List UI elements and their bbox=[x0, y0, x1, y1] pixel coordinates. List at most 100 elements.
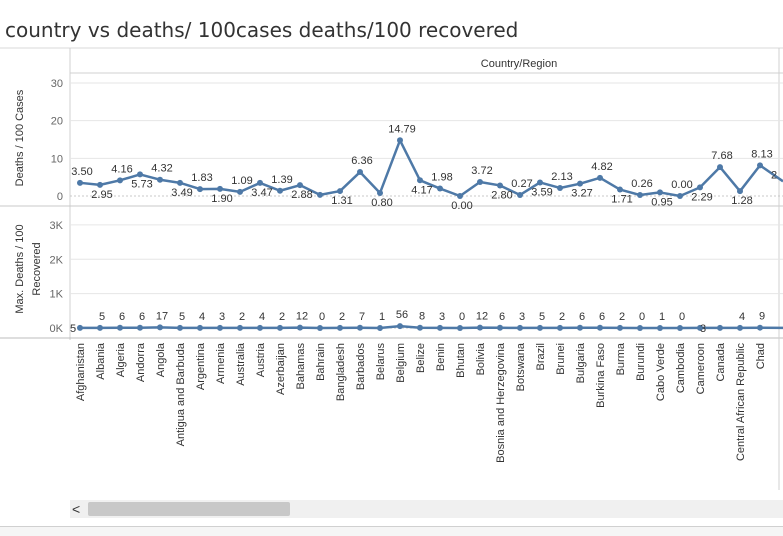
deaths-per-100-cases-point bbox=[297, 182, 303, 188]
deaths-per-100-recovered-point bbox=[617, 325, 623, 331]
data-label: 4.17 bbox=[411, 184, 432, 196]
deaths-per-100-cases-point bbox=[617, 187, 623, 193]
deaths-per-100-recovered-point bbox=[397, 323, 403, 329]
data-label: 1.90 bbox=[211, 193, 232, 205]
deaths-per-100-cases-point bbox=[317, 192, 323, 198]
data-label: 3.59 bbox=[531, 186, 552, 198]
deaths-per-100-recovered-point bbox=[257, 325, 263, 331]
data-label: 6 bbox=[119, 311, 125, 323]
column-header-label: Country/Region bbox=[481, 58, 557, 70]
country-tick-label: Belize bbox=[415, 343, 427, 373]
deaths-per-100-recovered-point bbox=[517, 325, 523, 331]
deaths-per-100-recovered-point bbox=[197, 325, 203, 331]
deaths-per-100-cases-point bbox=[377, 190, 383, 196]
country-tick-label: Azerbaijan bbox=[275, 343, 287, 395]
deaths-per-100-recovered-point bbox=[477, 325, 483, 331]
data-label: 3 bbox=[519, 311, 525, 323]
data-label: 0 bbox=[679, 311, 685, 323]
deaths-per-100-cases-point bbox=[737, 188, 743, 194]
bottom-y-tick-label: 0K bbox=[50, 323, 64, 335]
deaths-per-100-recovered-point bbox=[97, 325, 103, 331]
deaths-per-100-cases-point bbox=[697, 184, 703, 190]
data-label: 0.80 bbox=[371, 197, 392, 209]
deaths-per-100-recovered-point bbox=[217, 325, 223, 331]
data-label-partial: 2 bbox=[771, 169, 777, 181]
deaths-per-100-cases-point bbox=[637, 192, 643, 198]
top-y-tick-label: 30 bbox=[51, 78, 63, 90]
data-label: 4 bbox=[199, 311, 205, 323]
deaths-per-100-recovered-point bbox=[377, 325, 383, 331]
deaths-per-100-cases-point bbox=[157, 177, 163, 183]
deaths-per-100-cases-point bbox=[677, 193, 683, 199]
deaths-per-100-recovered-point bbox=[597, 325, 603, 331]
country-tick-label: Benin bbox=[435, 343, 447, 371]
country-tick-label: Burkina Faso bbox=[595, 343, 607, 408]
data-label: 1.28 bbox=[731, 195, 752, 207]
data-label: 5.73 bbox=[131, 178, 152, 190]
data-label: 1 bbox=[659, 311, 665, 323]
deaths-per-100-recovered-point bbox=[277, 325, 283, 331]
deaths-per-100-recovered-point bbox=[577, 325, 583, 331]
scrollbar-thumb[interactable] bbox=[88, 502, 290, 516]
data-label: 6.36 bbox=[351, 155, 372, 167]
deaths-per-100-cases-point bbox=[117, 177, 123, 183]
deaths-per-100-recovered-point bbox=[677, 325, 683, 331]
deaths-per-100-cases-point bbox=[557, 185, 563, 191]
data-label: 2.95 bbox=[91, 189, 112, 201]
data-label: 0.00 bbox=[671, 179, 692, 191]
data-label: 5 bbox=[179, 311, 185, 323]
data-label: 12 bbox=[296, 311, 308, 323]
data-label: 1.31 bbox=[331, 195, 352, 207]
deaths-per-100-cases-point bbox=[257, 180, 263, 186]
country-tick-label: Bahamas bbox=[295, 343, 307, 390]
scroll-left-arrow[interactable]: < bbox=[72, 500, 80, 518]
chart-area[interactable]: Country/Region Deaths / 100 Cases Max. D… bbox=[0, 0, 783, 500]
data-label: 6 bbox=[579, 311, 585, 323]
deaths-per-100-recovered-point bbox=[737, 325, 743, 331]
deaths-per-100-cases-point bbox=[717, 164, 723, 170]
country-tick-label: Australia bbox=[235, 342, 247, 386]
data-label: 8 bbox=[419, 311, 425, 323]
data-label: 5 bbox=[99, 311, 105, 323]
top-y-axis-title: Deaths / 100 Cases bbox=[14, 89, 26, 186]
country-tick-label: Afghanistan bbox=[75, 343, 87, 401]
country-tick-label: Canada bbox=[715, 342, 727, 381]
data-label: 6 bbox=[499, 311, 505, 323]
data-label: 2.88 bbox=[291, 189, 312, 201]
data-label: 5 bbox=[539, 311, 545, 323]
deaths-per-100-cases-point bbox=[197, 186, 203, 192]
data-label: 0 bbox=[319, 311, 325, 323]
deaths-per-100-recovered-point bbox=[717, 325, 723, 331]
deaths-per-100-recovered-point bbox=[457, 325, 463, 331]
data-label: 1.83 bbox=[191, 172, 212, 184]
country-tick-label: Chad bbox=[755, 343, 767, 369]
deaths-per-100-cases-point bbox=[277, 188, 283, 194]
deaths-per-100-cases-point bbox=[217, 186, 223, 192]
data-label: 3 bbox=[439, 311, 445, 323]
deaths-per-100-cases-point bbox=[97, 182, 103, 188]
deaths-per-100-recovered-point bbox=[657, 325, 663, 331]
country-tick-label: Albania bbox=[95, 342, 107, 380]
deaths-per-100-cases-point bbox=[577, 181, 583, 187]
data-label: 2.13 bbox=[551, 171, 572, 183]
country-tick-label: Belarus bbox=[375, 343, 387, 381]
deaths-per-100-cases-point bbox=[397, 137, 403, 143]
data-label: 4.32 bbox=[151, 163, 172, 175]
data-label: 3 bbox=[700, 323, 706, 335]
data-label: 2 bbox=[279, 311, 285, 323]
data-label: 14.79 bbox=[388, 123, 416, 135]
bottom-y-tick-label: 1K bbox=[50, 289, 64, 301]
data-label: 3.49 bbox=[171, 187, 192, 199]
country-tick-label: Armenia bbox=[215, 342, 227, 384]
data-label: 56 bbox=[396, 309, 408, 321]
country-tick-label: Bahrain bbox=[315, 343, 327, 381]
data-label: 0.95 bbox=[651, 196, 672, 208]
deaths-per-100-cases-point bbox=[437, 186, 443, 192]
data-label: 9 bbox=[759, 311, 765, 323]
data-label: 2.29 bbox=[691, 191, 712, 203]
deaths-per-100-cases-point bbox=[237, 189, 243, 195]
data-label: 0.00 bbox=[451, 200, 472, 212]
deaths-per-100-cases-point bbox=[177, 180, 183, 186]
data-label: 2 bbox=[239, 311, 245, 323]
deaths-per-100-cases-point bbox=[537, 179, 543, 185]
